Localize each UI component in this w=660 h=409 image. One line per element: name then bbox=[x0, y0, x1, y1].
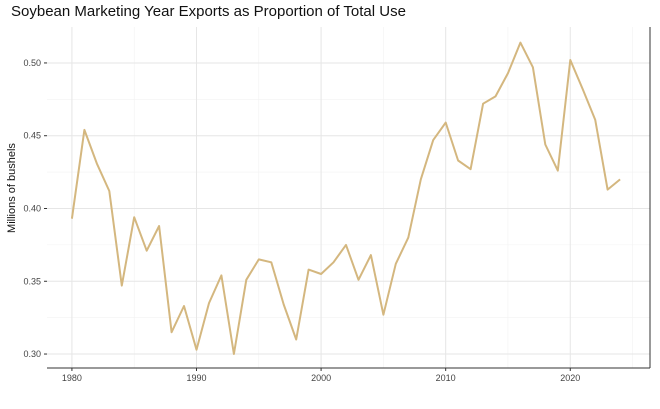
x-tick-label: 2000 bbox=[311, 373, 331, 383]
series-line bbox=[70, 41, 621, 355]
x-tick-label: 2010 bbox=[436, 373, 456, 383]
x-tick-label: 2020 bbox=[560, 373, 580, 383]
y-tick-label: 0.40 bbox=[23, 203, 41, 213]
x-tick-label: 1990 bbox=[186, 373, 206, 383]
y-tick-label: 0.30 bbox=[23, 349, 41, 359]
y-tick-label: 0.45 bbox=[23, 131, 41, 141]
x-tick-label: 1980 bbox=[62, 373, 82, 383]
y-tick-label: 0.50 bbox=[23, 58, 41, 68]
y-tick-label: 0.35 bbox=[23, 276, 41, 286]
chart-title: Soybean Marketing Year Exports as Propor… bbox=[11, 3, 406, 20]
